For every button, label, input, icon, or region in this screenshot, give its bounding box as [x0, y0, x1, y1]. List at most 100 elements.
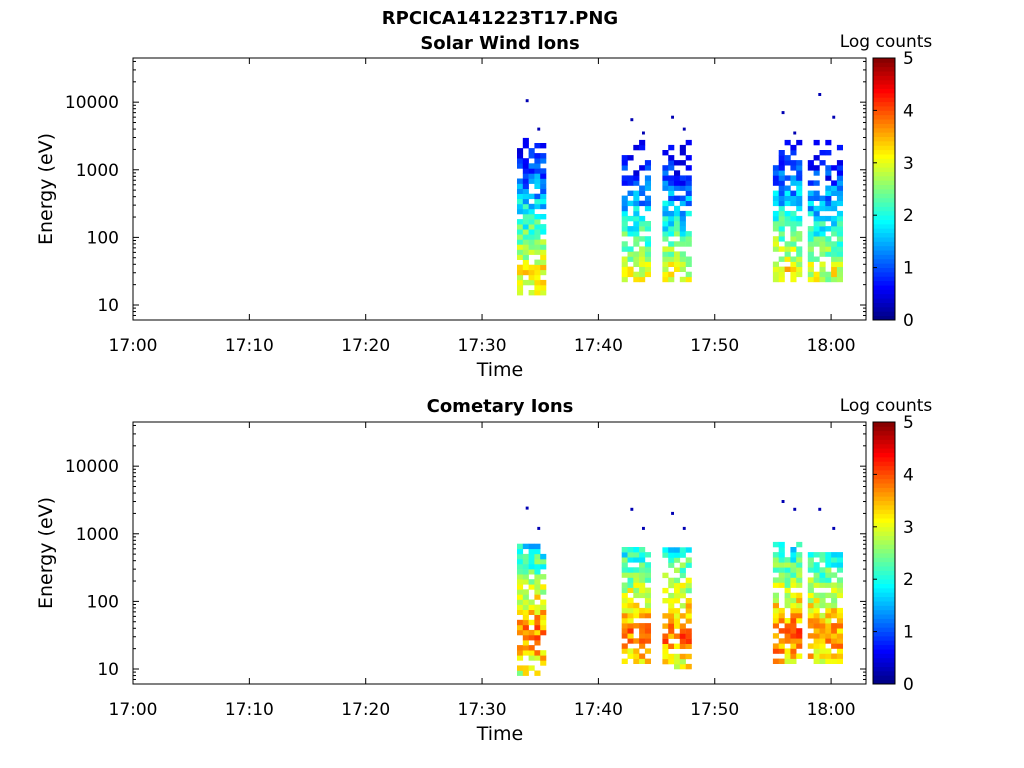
heatmap-cell: [528, 619, 535, 626]
heatmap-cell: [621, 592, 628, 599]
heatmap-cell: [528, 569, 535, 575]
heatmap-cell: [674, 613, 681, 619]
heatmap-cell: [517, 188, 524, 194]
colorbar-tick-label: 3: [903, 154, 914, 174]
heatmap-cell: [813, 653, 820, 659]
colorbar-segment: [873, 422, 895, 427]
heatmap-cell: [819, 251, 826, 257]
heatmap-cell: [790, 602, 797, 609]
heatmap-cell: [662, 170, 669, 176]
colorbar-segment: [873, 119, 895, 124]
heatmap-cell: [668, 562, 675, 568]
heatmap-cell: [621, 618, 628, 624]
heatmap-cell: [679, 160, 686, 166]
heatmap-cell: [540, 239, 547, 245]
heatmap-cell: [668, 261, 675, 267]
heatmap-cell: [639, 236, 646, 242]
heatmap-cell: [674, 180, 681, 186]
heatmap-cell: [528, 249, 535, 255]
heatmap-cell: [633, 592, 640, 599]
plot-frame-cometary: [132, 421, 867, 685]
heatmap-cell: [517, 655, 524, 661]
heatmap-cell: [621, 205, 628, 212]
heatmap-cell: [790, 643, 797, 649]
heatmap-cell: [534, 264, 541, 271]
heatmap-cell: [836, 226, 843, 232]
heatmap-cell: [778, 190, 785, 196]
heatmap-cells-solar-wind: [517, 93, 843, 296]
heatmap-cell: [627, 618, 634, 624]
heatmap-cell: [784, 160, 791, 166]
colorbar-segment: [873, 228, 895, 234]
heatmap-cell: [685, 241, 692, 247]
heatmap-cell: [679, 236, 686, 242]
heatmap-cell: [639, 557, 646, 563]
colorbar-segment: [873, 306, 895, 312]
heatmap-cell: [825, 552, 832, 558]
heatmap-cell: [540, 604, 547, 610]
heatmap-cell: [540, 564, 547, 570]
heatmap-cell: [528, 629, 535, 636]
colorbar-segment: [873, 435, 895, 440]
heatmap-cell: [517, 264, 524, 271]
heatmap-cell: [778, 205, 785, 212]
heatmap-cell: [685, 603, 692, 609]
heatmap-cell: [540, 589, 547, 595]
heatmap-cell: [633, 231, 640, 237]
panel-cometary-ions: Cometary Ions 17:00 17:10 17:20 17:30 17:40 1…: [35, 396, 932, 745]
heatmap-cell: [627, 180, 634, 186]
heatmap-cell: [528, 279, 535, 286]
panel-solar-wind-ions: Solar Wind Ions 17:00 17:10 17:20 17:30 17:4…: [35, 32, 932, 381]
heatmap-cell: [528, 274, 535, 281]
heatmap-cell: [517, 609, 524, 615]
x-axis-label-cometary: Time: [476, 723, 524, 745]
heatmap-cell: [674, 210, 681, 217]
heatmap-cell: [621, 612, 628, 619]
heatmap-cell: [836, 236, 843, 242]
heatmap-cell: [685, 256, 692, 262]
y-axis-ticks-cometary: 10 100 1000 10000: [65, 424, 866, 685]
colorbar-segment: [873, 158, 895, 164]
colorbar-segment: [873, 657, 895, 663]
heatmap-cell: [831, 241, 838, 247]
heatmap-cell: [644, 180, 651, 186]
heatmap-cell: [621, 210, 628, 217]
heatmap-cell: [644, 623, 651, 629]
heatmap-cell: [790, 165, 797, 171]
heatmap-cell: [825, 572, 832, 578]
heatmap-cell: [517, 198, 524, 205]
heatmap-cell: [825, 628, 832, 634]
heatmap-cell: [627, 587, 634, 593]
heatmap-cell: [679, 251, 686, 257]
heatmap-cell: [772, 592, 779, 599]
colorbar-segment: [873, 491, 895, 497]
heatmap-cell: [627, 653, 634, 659]
heatmap-cell: [674, 587, 681, 594]
heatmap-cell: [784, 577, 791, 583]
heatmap-cell: [778, 618, 785, 624]
heatmap-cell: [813, 215, 820, 222]
heatmap-cell: [772, 226, 779, 232]
heatmap-cell: [836, 165, 843, 171]
heatmap-cell: [674, 643, 681, 649]
heatmap-cell: [790, 618, 797, 624]
heatmap-cell: [522, 244, 529, 250]
y-tick-label: 100: [87, 228, 119, 248]
heatmap-cell: [831, 572, 838, 578]
heatmap-cell: [644, 175, 651, 181]
heatmap-cell: [540, 214, 547, 220]
heatmap-cell: [540, 553, 547, 560]
heatmap-cell: [662, 658, 669, 665]
heatmap-cell: [836, 175, 843, 181]
heatmap-cell: [778, 577, 785, 583]
heatmap-cell: [534, 564, 541, 570]
heatmap-cell: [534, 198, 541, 205]
heatmap-cell: [534, 650, 541, 656]
heatmap-cell: [644, 241, 651, 247]
colorbar-segment: [873, 123, 895, 129]
heatmap-cell: [662, 165, 669, 171]
heatmap-cell: [836, 658, 843, 664]
heatmap-cell: [819, 582, 826, 588]
heatmap-cell: [517, 224, 524, 230]
heatmap-cell: [790, 276, 797, 283]
